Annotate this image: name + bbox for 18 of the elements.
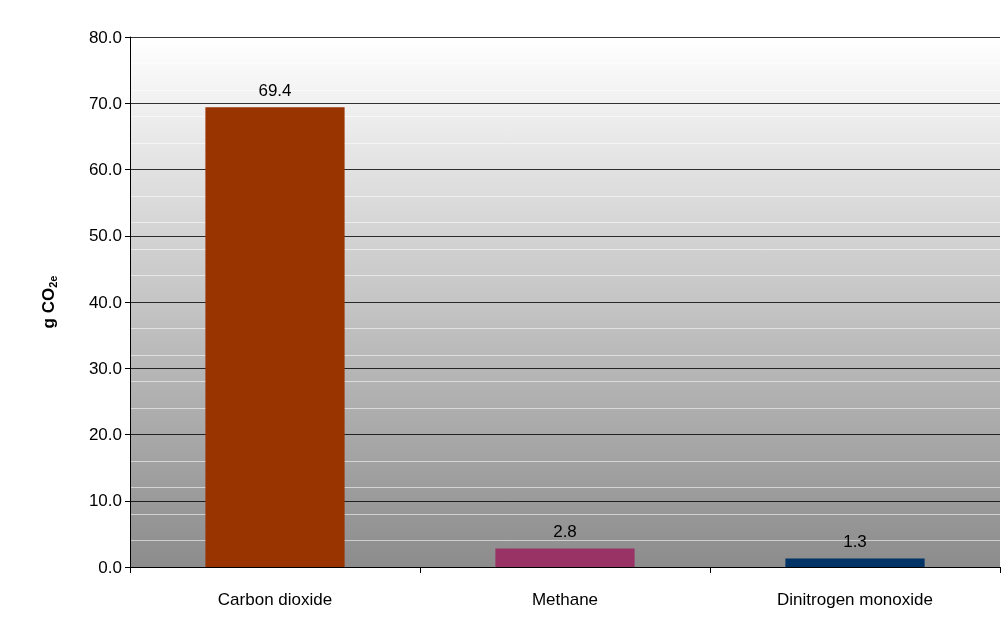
y-tick-label: 50.0 xyxy=(88,226,122,246)
y-tick-label: 70.0 xyxy=(88,93,122,113)
y-tick-label: 0.0 xyxy=(98,557,122,577)
x-tick-label: Carbon dioxide xyxy=(217,590,333,609)
data-label: 2.8 xyxy=(553,522,577,542)
y-tick-label: 80.0 xyxy=(88,27,122,47)
bar xyxy=(785,558,925,567)
bar xyxy=(205,107,345,567)
y-tick-label: 40.0 xyxy=(88,292,122,312)
bar xyxy=(495,548,635,567)
y-tick-label: 20.0 xyxy=(88,425,122,444)
y-tick-label: 30.0 xyxy=(88,358,122,378)
x-tick-label: Methane xyxy=(531,590,599,609)
y-tick-label: 10.0 xyxy=(88,491,122,511)
y-tick-label: 60.0 xyxy=(88,160,122,179)
x-tick-label: Dinitrogen monoxide xyxy=(777,590,933,609)
data-label: 69.4 xyxy=(258,81,292,101)
data-label: 1.3 xyxy=(843,532,867,552)
